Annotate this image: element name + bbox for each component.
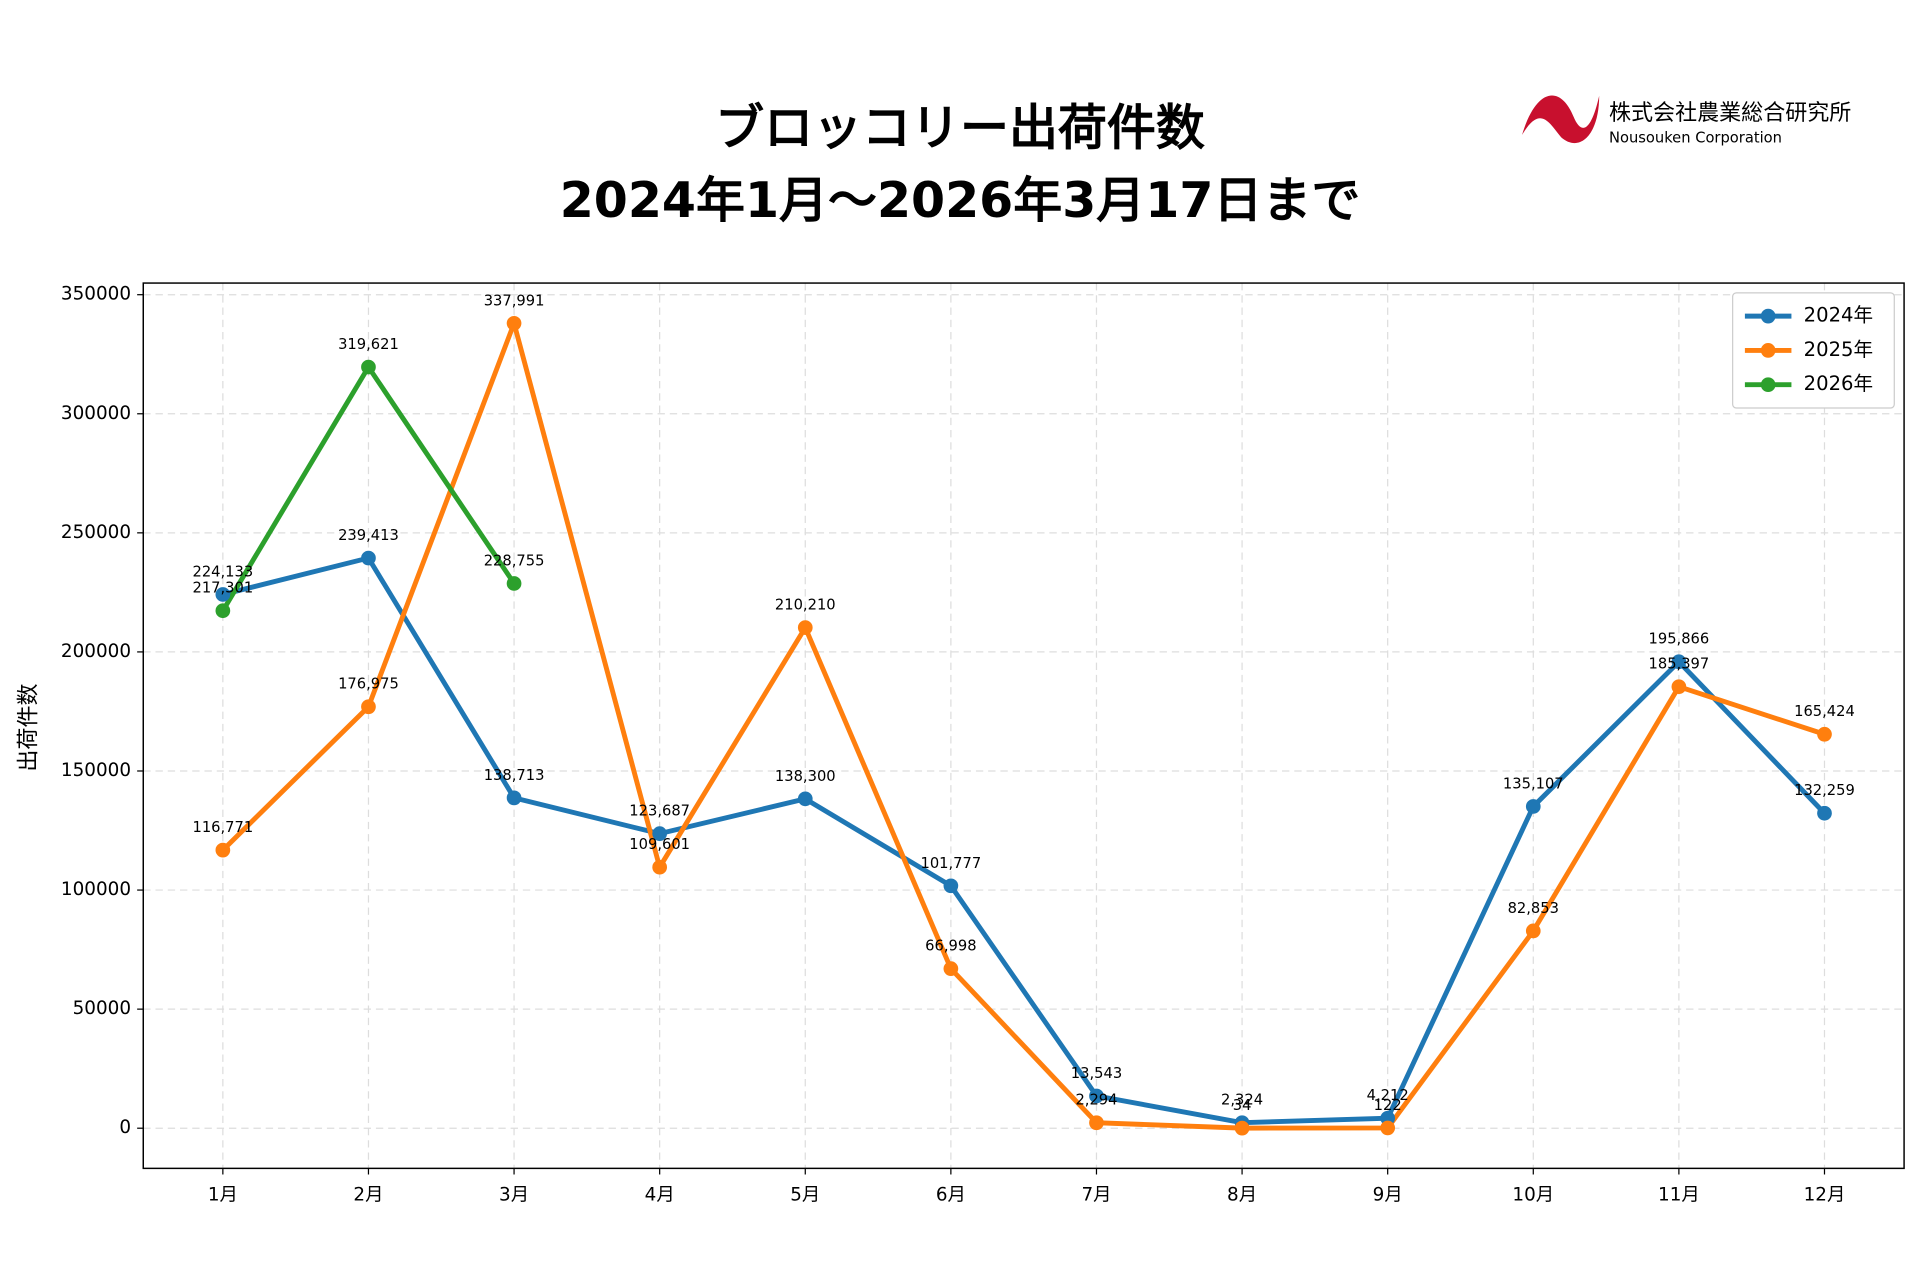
data-point [215,842,231,858]
value-label: 319,621 [338,336,399,353]
data-point [652,859,668,875]
legend-marker [1760,308,1776,324]
logo-company: 株式会社農業総合研究所 [1609,101,1851,126]
value-label: 138,300 [775,768,836,785]
value-label: 13,543 [1071,1065,1122,1082]
value-label: 138,713 [484,767,545,784]
data-point [943,961,959,977]
value-label: 2,324 [1221,1092,1263,1109]
value-label: 176,975 [338,676,399,693]
series-line [221,315,1826,1131]
legend-marker [1760,377,1776,393]
y-tick-label: 200000 [61,641,131,662]
data-point [361,550,376,566]
x-tick-label: 7月 [1081,1184,1111,1205]
value-label: 66,998 [925,938,976,955]
value-label: 101,777 [920,855,981,872]
value-label: 239,413 [338,527,399,544]
y-tick-label: 350000 [61,284,131,305]
value-label: 135,107 [1503,775,1564,792]
data-point [652,826,668,842]
value-label: 82,853 [1508,900,1559,917]
data-point [506,790,522,806]
data-point [943,878,959,894]
data-point [506,315,522,331]
logo-company-en: Nousouken Corporation [1609,130,1782,147]
value-label: 116,771 [192,819,253,836]
data-point [797,791,813,807]
data-point [1380,1120,1396,1136]
value-label: 210,210 [775,597,836,614]
x-tick-label: 2月 [353,1184,383,1205]
plot-area: 0 50000 100000 150000 200000 250000 300000 3500… [61,282,1905,1205]
y-tick-label: 150000 [61,760,131,781]
value-label: 109,601 [629,836,690,853]
plot-frame [142,282,1905,1170]
y-tick-label: 100000 [61,879,131,900]
data-point [1671,654,1687,670]
data-point [506,576,522,591]
y-axis-label: 出荷件数 [16,683,41,771]
x-tick-label: 9月 [1373,1184,1403,1205]
chart-subtitle: 2024年1月～2026年3月17日まで [560,172,1361,229]
data-point [1817,805,1832,821]
legend-label: 2026年 [1804,372,1873,395]
value-label: 224,133 [192,563,253,580]
data-point [797,620,813,635]
data-point [1817,726,1832,742]
data-point [1089,1115,1104,1131]
x-tick-label: 5月 [790,1184,820,1205]
x-tick-label: 4月 [645,1184,675,1205]
x-tick-label: 11月 [1658,1184,1700,1205]
data-point [215,587,231,602]
data-point [361,699,376,715]
logo: 株式会社農業総合研究所 Nousouken Corporation [1522,95,1851,147]
chart-title: ブロッコリー出荷件数 [715,100,1205,157]
x-tick-label: 3月 [499,1184,529,1205]
series-line [222,555,1827,1126]
legend-label: 2024年 [1804,304,1873,327]
value-label: 123,687 [629,803,690,820]
logo-mark [1522,95,1600,144]
y-tick-label: 0 [119,1117,131,1138]
data-point [361,359,376,375]
legend-marker [1760,343,1776,358]
legend-box [1732,292,1895,409]
x-tick-label: 6月 [936,1184,966,1205]
data-point [1525,799,1541,814]
value-label: 185,397 [1649,656,1710,673]
data-point [1525,923,1541,939]
data-point [1671,679,1687,695]
value-label: 122 [1374,1097,1402,1114]
value-label: 337,991 [484,292,545,309]
x-tick-label: 8月 [1227,1184,1257,1205]
legend: 2024年 2025年 2026年 [1732,292,1895,409]
value-label: 4,212 [1367,1087,1409,1104]
y-tick-label: 50000 [73,998,131,1019]
x-tick-label: 10月 [1512,1184,1554,1205]
legend-label: 2025年 [1804,338,1873,361]
value-label: 217,301 [192,580,253,597]
y-tick-label: 300000 [61,403,131,424]
data-point [215,603,231,619]
x-tick-label: 12月 [1804,1184,1846,1205]
value-label: 34 [1233,1097,1252,1114]
data-point [1089,1088,1104,1104]
y-tick-label: 250000 [61,522,131,543]
value-label: 228,755 [484,552,545,569]
value-label: 132,259 [1794,782,1855,799]
data-point [1234,1120,1250,1136]
x-tick-label: 1月 [208,1184,238,1205]
value-label: 195,866 [1649,631,1710,648]
value-label: 165,424 [1794,703,1855,720]
value-label: 2,294 [1075,1092,1117,1109]
